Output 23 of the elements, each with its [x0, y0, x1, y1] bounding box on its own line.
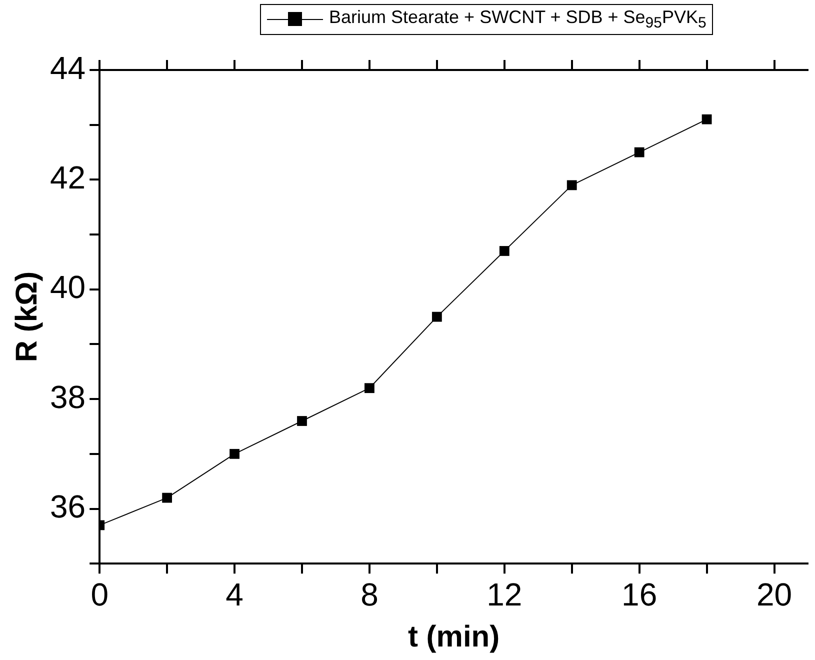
y-tick-label: 42 [50, 160, 86, 196]
point [162, 492, 172, 503]
point [566, 180, 577, 190]
x-tick-label: 16 [622, 576, 658, 613]
point [364, 383, 374, 394]
y-tick-label: 44 [50, 50, 86, 86]
point [702, 114, 712, 124]
legend-label: Barium Stearate + SWCNT + SDB + Se$_{95}$PVK$_{5}$ [329, 7, 706, 32]
point [432, 312, 442, 322]
x-tick-label: 0 [90, 576, 108, 613]
x-axis-title: t (min) [408, 620, 500, 654]
point [230, 448, 240, 459]
x-tick-label: 12 [486, 576, 522, 613]
x-tick-label: 4 [226, 576, 244, 613]
y-tick-label: 40 [50, 269, 86, 306]
point [297, 416, 307, 426]
point [634, 147, 644, 158]
y-tick-label: 36 [50, 488, 86, 525]
y-axis-title: R (kΩ) [10, 271, 44, 362]
y-tick-label: 38 [50, 378, 86, 415]
x-tick-label: 8 [360, 576, 378, 613]
x-tick-label: 20 [756, 576, 792, 613]
point [499, 246, 510, 256]
